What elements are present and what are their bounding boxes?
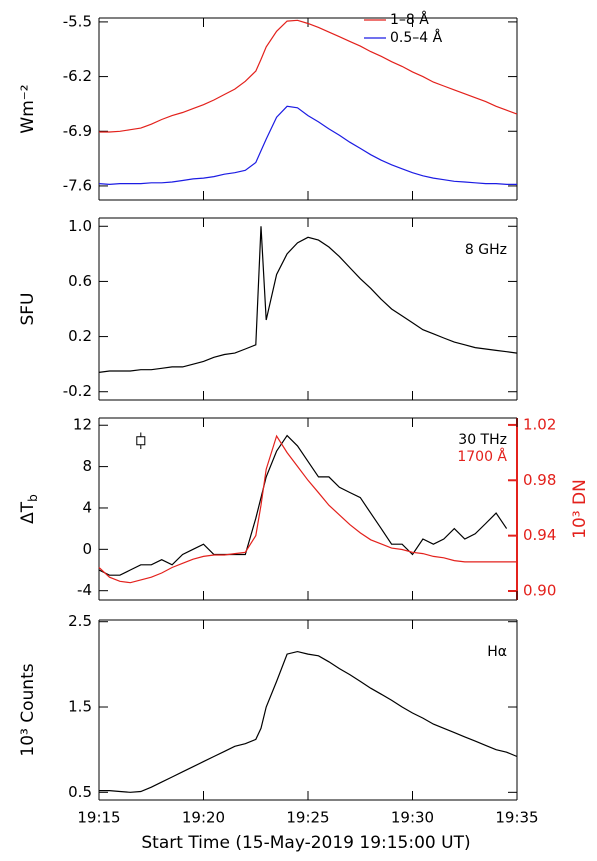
y-tick-label: 0 — [82, 540, 92, 558]
y-tick-label: 8 — [82, 457, 92, 475]
y-axis-label-text: Wm⁻² — [18, 84, 38, 133]
y-axis-label: ΔTb — [18, 494, 40, 524]
y-tick-label: 0.5 — [68, 783, 92, 801]
y-tick-label: 4 — [82, 498, 92, 516]
y-tick-label: -6.9 — [63, 122, 92, 140]
y-tick-label: -0.2 — [63, 382, 92, 400]
y-axis-label: SFU — [18, 292, 38, 325]
y2-tick-label: 0.98 — [523, 471, 556, 489]
y-tick-label: -6.2 — [63, 67, 92, 85]
x-tick-label: 19:35 — [495, 809, 538, 827]
y-tick-label: 12 — [73, 416, 92, 434]
legend-label: Hα — [487, 644, 507, 660]
y2-tick-label: 1.02 — [523, 415, 556, 433]
y-tick-label: 2.5 — [68, 612, 92, 630]
y-axis-label: 10³ Counts — [18, 663, 38, 756]
y-tick-label: 0.6 — [68, 272, 92, 290]
y-tick-label: -5.5 — [63, 12, 92, 30]
y-tick-label: 1.0 — [68, 217, 92, 235]
x-axis-label: Start Time (15-May-2019 19:15:00 UT) — [141, 833, 470, 853]
data-line — [98, 434, 517, 584]
legend-label: 1700 Å — [457, 448, 507, 465]
y-axis-label-text: 10³ Counts — [18, 663, 38, 756]
data-line — [99, 19, 518, 133]
data-line — [98, 105, 517, 186]
data-line — [98, 226, 518, 373]
error-marker — [136, 436, 146, 446]
y2-axis-label: 10³ DN — [570, 479, 590, 539]
y-tick-label: -4 — [77, 581, 92, 599]
x-tick-label: 19:30 — [391, 809, 434, 827]
y-tick-label: 0.2 — [68, 327, 92, 345]
y2-tick-label: 0.94 — [523, 526, 556, 544]
y-tick-label: -7.6 — [63, 176, 92, 194]
legend-label: 1–8 Å — [390, 11, 429, 28]
legend-label: 0.5–4 Å — [390, 29, 443, 46]
y-tick-label: 1.5 — [68, 698, 92, 716]
x-tick-label: 19:25 — [286, 809, 329, 827]
legend-label: 8 GHz — [465, 242, 507, 258]
x-tick-label: 19:15 — [77, 809, 120, 827]
y2-tick-label: 0.90 — [523, 582, 556, 600]
legend-label: 30 THz — [458, 432, 507, 448]
y-axis-label-text: SFU — [18, 292, 38, 325]
y-axis-label: Wm⁻² — [18, 84, 38, 133]
y-axis-label-text: ΔT — [18, 501, 38, 524]
x-tick-label: 19:20 — [182, 809, 225, 827]
y-axis-label-sub: b — [26, 494, 40, 502]
data-line — [98, 434, 508, 576]
data-line — [99, 650, 518, 793]
